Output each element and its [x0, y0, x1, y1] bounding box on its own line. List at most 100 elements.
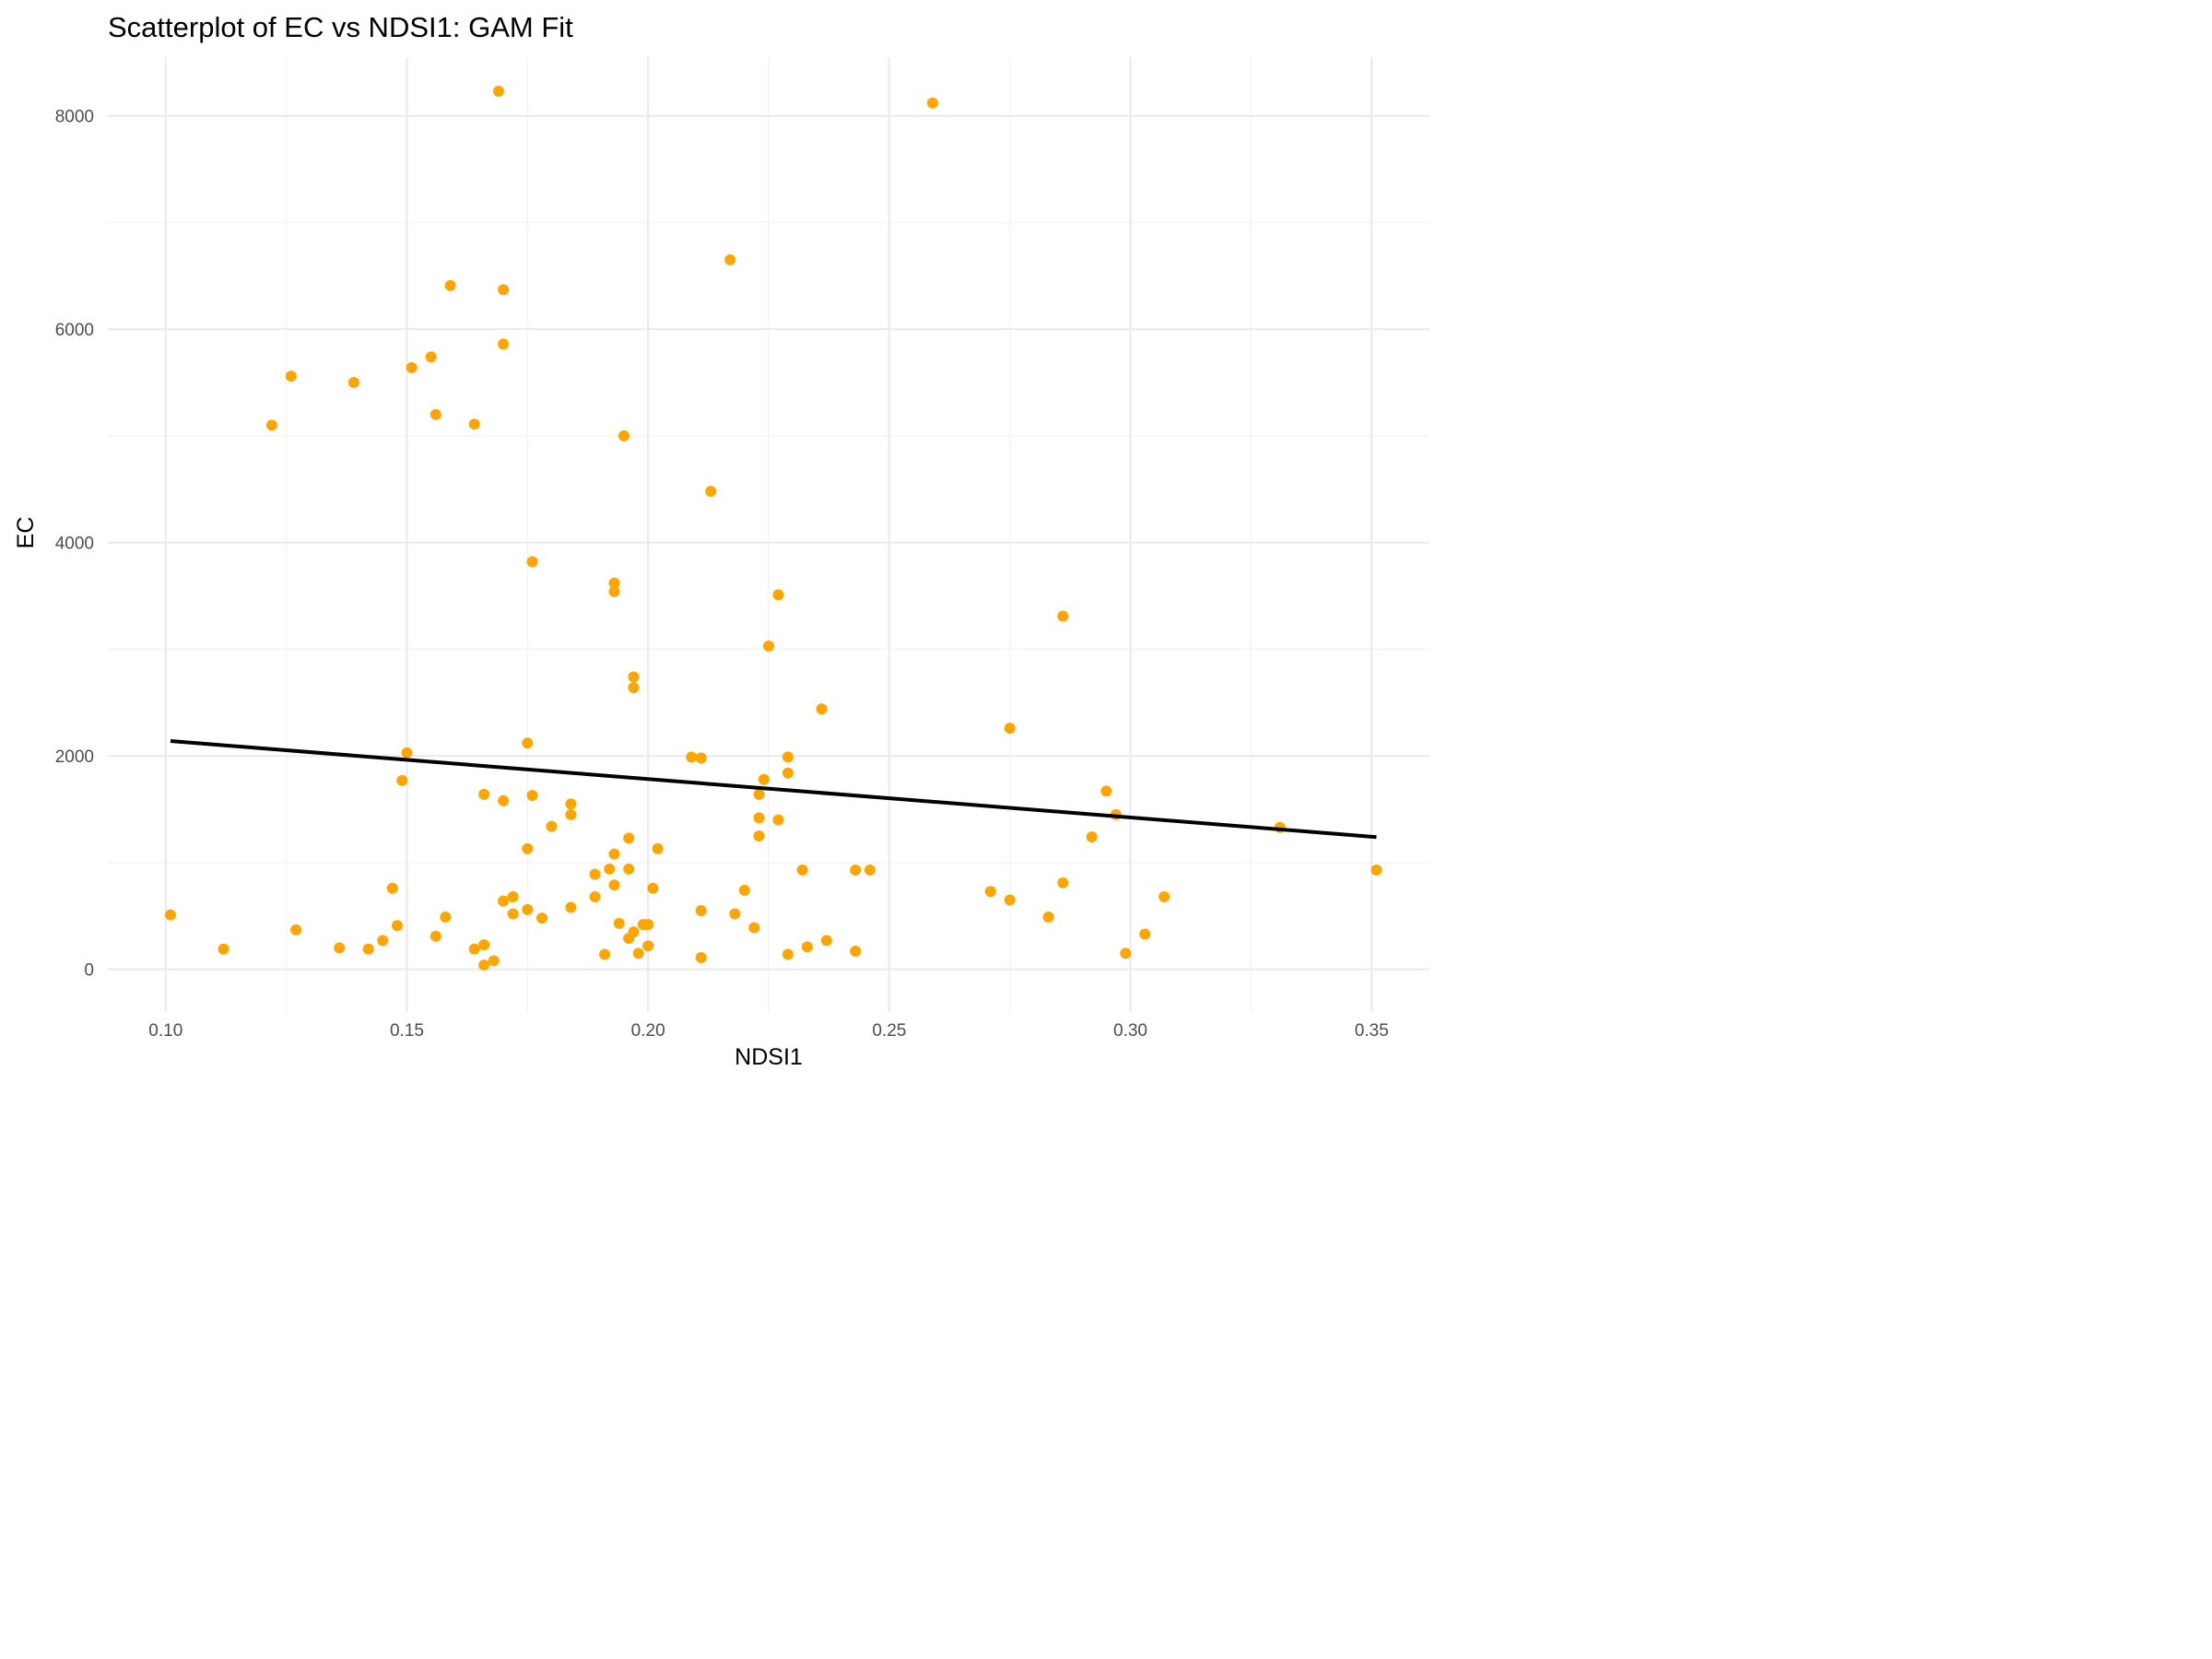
data-point — [507, 908, 519, 920]
data-point — [362, 943, 374, 955]
data-point — [468, 943, 480, 955]
data-point — [1159, 890, 1171, 902]
data-point — [628, 671, 640, 683]
data-point — [290, 924, 302, 935]
data-point — [218, 943, 229, 955]
data-point — [1139, 928, 1151, 940]
data-point — [478, 788, 490, 800]
data-point — [753, 830, 765, 842]
data-point — [772, 814, 784, 826]
y-tick-label: 2000 — [55, 747, 94, 767]
data-point — [623, 933, 635, 945]
data-point — [796, 865, 808, 877]
data-point — [816, 703, 828, 715]
data-point — [536, 912, 548, 924]
data-point — [468, 418, 480, 430]
data-point — [724, 253, 736, 265]
data-point — [507, 890, 519, 902]
data-point — [604, 863, 616, 875]
data-point — [801, 941, 813, 953]
data-point — [642, 919, 654, 931]
data-point — [608, 585, 620, 597]
grid-lines — [108, 57, 1430, 1012]
data-point — [850, 946, 862, 958]
x-tick-label: 0.10 — [148, 1021, 182, 1041]
data-point — [1120, 947, 1132, 959]
y-tick-label: 8000 — [55, 108, 94, 127]
data-point — [526, 790, 538, 802]
data-point — [623, 832, 635, 844]
data-point — [1086, 831, 1098, 843]
data-point — [488, 955, 500, 967]
y-tick-label: 4000 — [55, 535, 94, 554]
data-point — [1371, 865, 1382, 877]
data-point — [926, 97, 938, 109]
data-point — [565, 808, 577, 820]
data-point — [425, 351, 437, 363]
y-tick-label: 0 — [84, 961, 94, 981]
data-point — [695, 752, 707, 764]
y-axis-ticks: 0 2000 4000 6000 8000 — [55, 108, 94, 981]
chart-title: Scatterplot of EC vs NDSI1: GAM Fit — [108, 11, 573, 43]
data-point — [705, 486, 717, 498]
data-point — [401, 747, 413, 759]
data-point — [729, 908, 741, 920]
data-point — [758, 773, 770, 785]
data-point — [498, 284, 510, 296]
data-point — [623, 863, 635, 875]
data-point — [429, 408, 441, 420]
data-point — [440, 911, 452, 923]
data-point — [522, 737, 534, 749]
data-point — [652, 842, 664, 854]
data-point — [850, 865, 862, 877]
data-point — [984, 886, 996, 898]
x-tick-label: 0.15 — [390, 1021, 424, 1041]
data-point — [392, 920, 404, 932]
data-point — [526, 556, 538, 568]
data-point — [1100, 785, 1112, 797]
data-point — [492, 86, 504, 98]
data-point — [738, 885, 750, 897]
data-point — [478, 959, 490, 971]
gam-fit-line — [170, 739, 1377, 840]
data-point — [1057, 877, 1069, 888]
data-point — [565, 901, 577, 913]
data-point — [753, 788, 765, 800]
data-point — [1057, 610, 1069, 622]
data-point — [522, 903, 534, 915]
data-point — [763, 640, 774, 652]
data-point — [1042, 911, 1054, 923]
data-point — [1004, 894, 1016, 906]
data-point — [608, 577, 620, 589]
data-point — [748, 922, 760, 934]
data-point — [608, 848, 620, 860]
data-point — [386, 882, 398, 894]
data-point — [498, 794, 510, 806]
y-tick-label: 6000 — [55, 321, 94, 340]
x-tick-label: 0.30 — [1113, 1021, 1147, 1041]
data-point — [647, 882, 659, 894]
data-point — [599, 948, 611, 960]
data-point — [628, 682, 640, 694]
data-point — [608, 879, 620, 891]
data-points — [165, 86, 1382, 971]
scatter-chart: 0.10 0.15 0.20 0.25 0.30 0.35 0 2000 4000 6000 80… — [13, 11, 1430, 1070]
data-point — [546, 820, 558, 832]
data-point — [613, 917, 625, 929]
data-point — [165, 909, 177, 921]
data-point — [498, 338, 510, 350]
data-point — [522, 842, 534, 854]
data-point — [429, 930, 441, 942]
x-tick-label: 0.25 — [872, 1021, 906, 1041]
data-point — [347, 377, 359, 389]
data-point — [782, 948, 794, 960]
data-point — [589, 890, 601, 902]
data-point — [478, 939, 490, 951]
data-point — [396, 774, 408, 786]
x-axis-ticks: 0.10 0.15 0.20 0.25 0.30 0.35 — [148, 1021, 1388, 1041]
data-point — [695, 905, 707, 917]
data-point — [589, 868, 601, 880]
data-point — [782, 751, 794, 763]
data-point — [565, 798, 577, 810]
data-point — [498, 895, 510, 907]
